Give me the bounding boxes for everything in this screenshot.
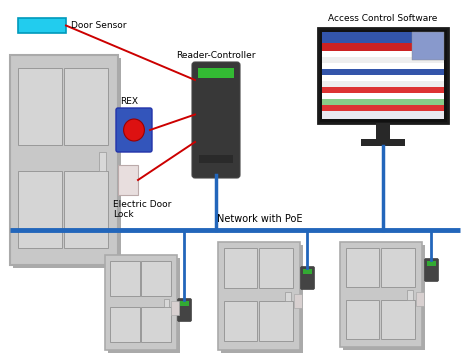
Bar (322, 57, 444, 63)
Ellipse shape (124, 119, 145, 141)
Bar (18, 18, 66, 33)
FancyBboxPatch shape (301, 267, 315, 289)
Bar (224, 248, 257, 289)
Bar (322, 69, 444, 75)
Bar (322, 105, 444, 111)
Bar (303, 269, 312, 274)
Bar (361, 139, 405, 146)
Bar (18, 170, 62, 248)
Bar (180, 301, 189, 306)
Bar (376, 123, 390, 139)
Text: Reader-Controller: Reader-Controller (176, 51, 256, 60)
Text: Network with PoE: Network with PoE (217, 214, 303, 224)
Bar (259, 301, 292, 342)
Bar (412, 32, 444, 60)
Bar (322, 32, 444, 43)
Bar (141, 261, 171, 296)
Bar (141, 307, 171, 343)
Bar (427, 261, 436, 266)
Bar (259, 248, 292, 289)
Bar (118, 165, 138, 195)
Bar (318, 28, 448, 123)
Bar (294, 294, 302, 308)
Bar (18, 67, 62, 145)
Bar (64, 67, 108, 145)
Bar (10, 55, 118, 265)
Bar (343, 245, 425, 350)
Bar (322, 75, 444, 81)
Bar (110, 307, 139, 343)
Text: Door Sensor: Door Sensor (71, 21, 127, 30)
Bar (346, 248, 379, 287)
Bar (322, 81, 444, 87)
Bar (322, 87, 444, 93)
Bar (346, 300, 379, 339)
Bar (322, 32, 444, 119)
Bar (13, 58, 121, 268)
Bar (224, 301, 257, 342)
Text: Electric Door
Lock: Electric Door Lock (113, 200, 172, 219)
Bar (221, 245, 303, 353)
Bar (322, 63, 444, 69)
FancyBboxPatch shape (192, 62, 240, 178)
Bar (322, 43, 444, 51)
Bar (99, 152, 106, 170)
Bar (108, 258, 180, 353)
FancyBboxPatch shape (177, 299, 191, 322)
Bar (171, 301, 179, 315)
Bar (340, 242, 422, 347)
Bar (381, 248, 415, 287)
Bar (198, 68, 234, 78)
Bar (416, 293, 424, 306)
Bar (64, 170, 108, 248)
Text: REX: REX (120, 97, 138, 106)
FancyBboxPatch shape (425, 258, 438, 282)
Bar (105, 255, 177, 350)
Bar (381, 300, 415, 339)
Bar (322, 93, 444, 99)
Bar (164, 299, 169, 307)
Text: Access Control Software: Access Control Software (328, 14, 438, 23)
FancyBboxPatch shape (116, 108, 152, 152)
Bar (218, 242, 300, 350)
Bar (285, 292, 291, 301)
Bar (322, 99, 444, 105)
Bar (322, 51, 444, 57)
Bar (110, 261, 139, 296)
Bar (407, 290, 413, 300)
Bar (199, 155, 233, 163)
